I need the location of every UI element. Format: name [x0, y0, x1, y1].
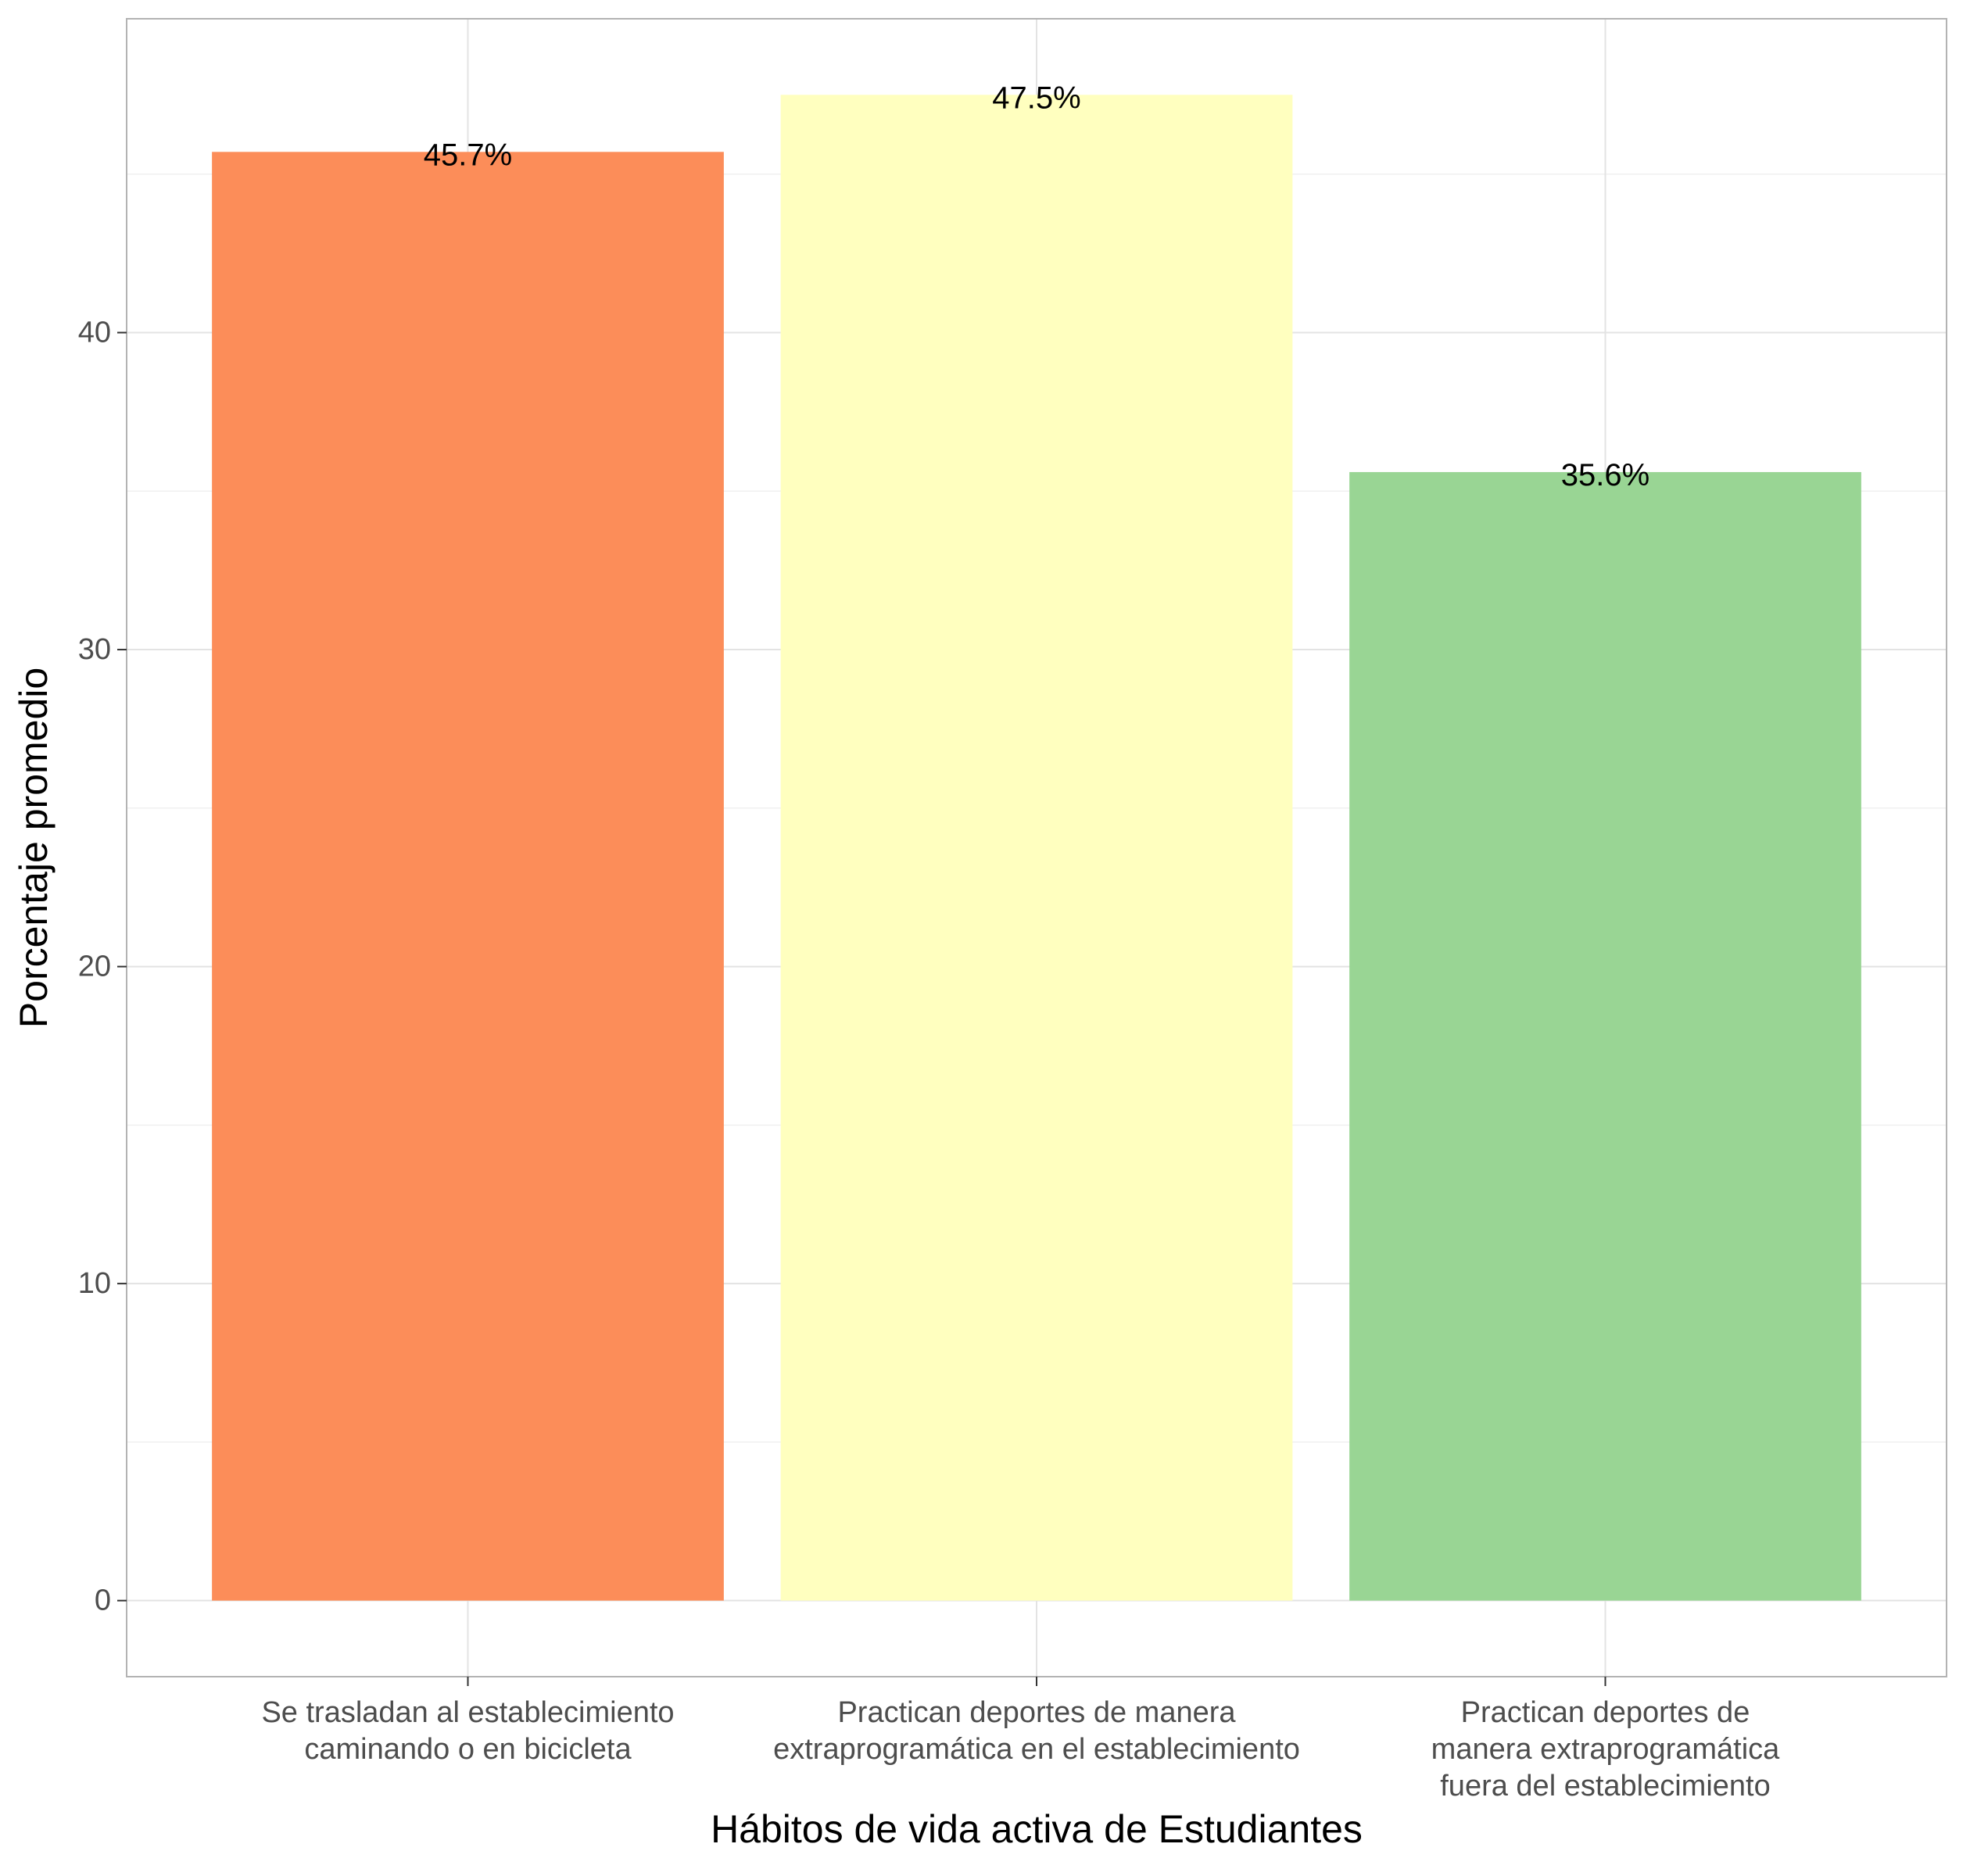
data-labels: 45.7% 47.5% 35.6% — [424, 81, 1649, 492]
bars — [212, 95, 1861, 1601]
x-axis-title: Hábitos de vida activa de Estudiantes — [711, 1807, 1363, 1851]
x-tick-label: Se trasladan al establecimiento caminando… — [261, 1696, 674, 1766]
bar — [780, 95, 1293, 1601]
x-tick-label: Practican deportes de manera extraprogram… — [1431, 1696, 1781, 1803]
y-tick-label: 0 — [95, 1584, 111, 1617]
y-axis-title: Porcentaje promedio — [12, 668, 56, 1028]
bar-value-label: 35.6% — [1561, 458, 1649, 492]
y-axis-ticks: 0 10 20 30 40 — [78, 316, 127, 1617]
y-tick-label: 30 — [78, 633, 111, 666]
bar-value-label: 45.7% — [424, 138, 512, 172]
bar — [212, 152, 724, 1601]
bar — [1349, 471, 1861, 1601]
y-tick-label: 20 — [78, 951, 111, 983]
y-tick-label: 10 — [78, 1267, 111, 1300]
bar-value-label: 47.5% — [992, 81, 1080, 115]
x-axis-ticks: Se trasladan al establecimiento caminando… — [261, 1677, 1780, 1803]
y-tick-label: 40 — [78, 316, 111, 349]
x-tick-label: Practican deportes de manera extraprogram… — [773, 1696, 1300, 1766]
